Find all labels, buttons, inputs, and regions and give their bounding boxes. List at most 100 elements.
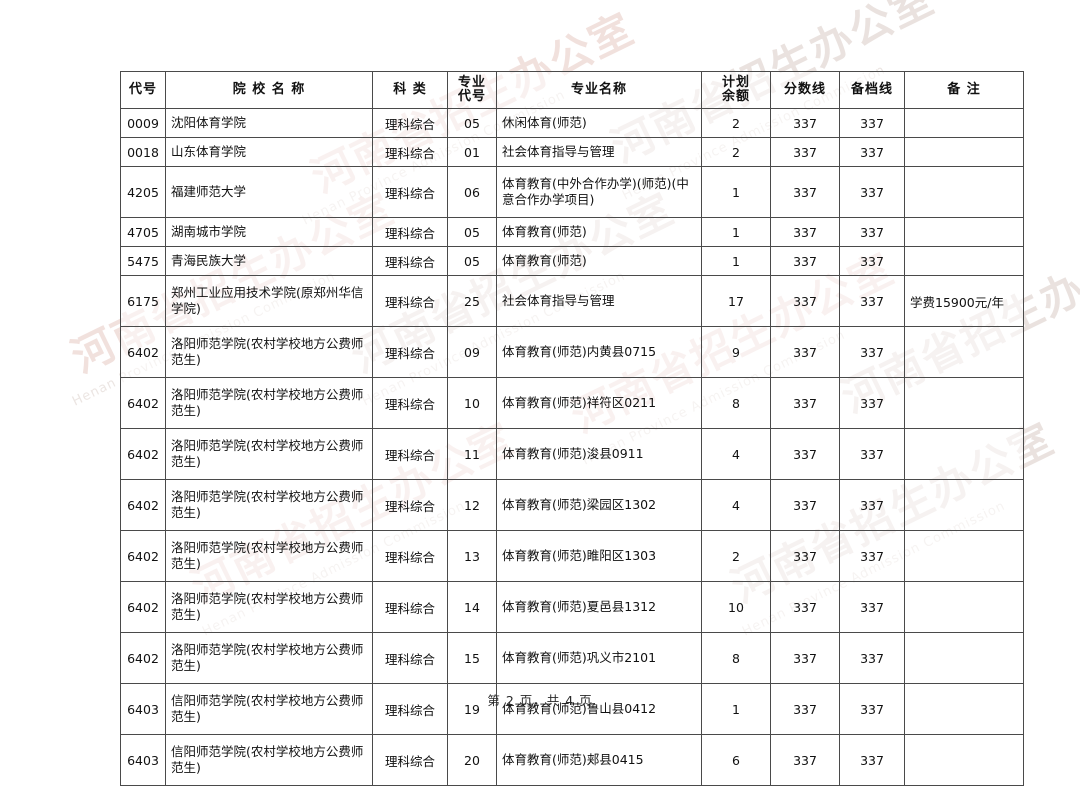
cell-quota: 2 (701, 108, 771, 138)
table-row[interactable]: 6402 洛阳师范学院(农村学校地方公费师范生) 理科综合 13 体育教育(师范)睢阳区… (120, 530, 1024, 582)
table-row[interactable]: 6175 郑州工业应用技术学院(原郑州华信学院) 理科综合 25 社会体育指导与管理 17… (120, 275, 1024, 327)
cell-school-name: 洛阳师范学院(农村学校地方公费师范生) (165, 428, 373, 480)
cell-category-text: 理科综合 (384, 116, 435, 132)
cell-school-name: 洛阳师范学院(农村学校地方公费师范生) (165, 632, 373, 684)
table-body: 0009 沈阳体育学院 理科综合 05 休闲体育(师范) 2 337 337 0018 山东体育学… (120, 108, 1024, 786)
cell-major-name: 体育教育(师范)郏县0415 (496, 734, 702, 786)
table-row[interactable]: 6402 洛阳师范学院(农村学校地方公费师范生) 理科综合 10 体育教育(师范)祥符区… (120, 377, 1024, 429)
cell-school-name-text: 洛阳师范学院(农村学校地方公费师范生) (171, 387, 364, 418)
column-header-score-line: 分数线 (770, 71, 840, 109)
cell-code: 0018 (120, 137, 166, 167)
cell-filing-line-text: 337 (860, 650, 884, 666)
cell-major-code: 06 (447, 166, 497, 218)
cell-score-line: 337 (770, 166, 840, 218)
table-row[interactable]: 4705 湖南城市学院 理科综合 05 体育教育(师范) 1 337 337 (120, 217, 1024, 247)
cell-school-name-text: 洛阳师范学院(农村学校地方公费师范生) (171, 642, 364, 673)
cell-filing-line-text: 337 (860, 144, 884, 160)
cell-score-line: 337 (770, 734, 840, 786)
cell-score-line: 337 (770, 137, 840, 167)
cell-quota: 17 (701, 275, 771, 327)
cell-major-name: 体育教育(师范) (496, 246, 702, 276)
cell-score-line: 337 (770, 246, 840, 276)
cell-quota-text: 1 (732, 253, 740, 269)
cell-category: 理科综合 (372, 137, 448, 167)
table-row[interactable]: 6403 信阳师范学院(农村学校地方公费师范生) 理科综合 20 体育教育(师范)郏县0… (120, 734, 1024, 786)
cell-filing-line: 337 (839, 137, 905, 167)
table-row[interactable]: 6402 洛阳师范学院(农村学校地方公费师范生) 理科综合 14 体育教育(师范)夏邑县… (120, 581, 1024, 633)
cell-major-code-text: 10 (464, 395, 480, 411)
cell-filing-line-text: 337 (860, 446, 884, 462)
table-row[interactable]: 6402 洛阳师范学院(农村学校地方公费师范生) 理科综合 09 体育教育(师范)内黄县… (120, 326, 1024, 378)
cell-school-name-text: 郑州工业应用技术学院(原郑州华信学院) (171, 285, 364, 316)
cell-score-line-text: 337 (793, 293, 817, 309)
cell-code: 6402 (120, 632, 166, 684)
cell-quota: 4 (701, 428, 771, 480)
cell-remark (904, 166, 1024, 218)
table-row[interactable]: 6403 信阳师范学院(农村学校地方公费师范生) 理科综合 19 体育教育(师范)鲁山县… (120, 683, 1024, 735)
column-header-major-code: 专业 代号 (447, 71, 497, 109)
cell-major-name: 体育教育(师范)夏邑县1312 (496, 581, 702, 633)
cell-major-code: 09 (447, 326, 497, 378)
cell-category-text: 理科综合 (384, 753, 435, 769)
cell-code: 6402 (120, 530, 166, 582)
cell-filing-line: 337 (839, 326, 905, 378)
cell-major-code-text: 06 (464, 184, 480, 200)
cell-code: 6403 (120, 734, 166, 786)
cell-quota: 2 (701, 530, 771, 582)
cell-score-line: 337 (770, 428, 840, 480)
cell-category-text: 理科综合 (384, 549, 435, 565)
cell-school-name-text: 湖南城市学院 (171, 224, 247, 239)
table-row[interactable]: 6402 洛阳师范学院(农村学校地方公费师范生) 理科综合 12 体育教育(师范)梁园区… (120, 479, 1024, 531)
cell-score-line-text: 337 (793, 599, 817, 615)
cell-major-name: 体育教育(师范)鲁山县0412 (496, 683, 702, 735)
cell-quota-text: 1 (732, 701, 740, 717)
cell-category: 理科综合 (372, 275, 448, 327)
cell-quota-text: 1 (732, 224, 740, 240)
cell-quota: 10 (701, 581, 771, 633)
cell-remark (904, 734, 1024, 786)
cell-school-name: 沈阳体育学院 (165, 108, 373, 138)
cell-major-name-text: 体育教育(师范)鲁山县0412 (502, 701, 657, 716)
cell-score-line-text: 337 (793, 548, 817, 564)
cell-remark (904, 326, 1024, 378)
cell-quota-text: 2 (732, 144, 740, 160)
cell-major-name: 体育教育(师范)梁园区1302 (496, 479, 702, 531)
cell-score-line: 337 (770, 632, 840, 684)
cell-filing-line: 337 (839, 246, 905, 276)
cell-remark (904, 217, 1024, 247)
cell-quota-text: 2 (732, 115, 740, 131)
cell-major-name: 体育教育(师范) (496, 217, 702, 247)
table-row[interactable]: 6402 洛阳师范学院(农村学校地方公费师范生) 理科综合 11 体育教育(师范)浚县0… (120, 428, 1024, 480)
cell-school-name-text: 福建师范大学 (171, 184, 247, 199)
cell-quota: 1 (701, 217, 771, 247)
cell-quota-text: 17 (728, 293, 744, 309)
cell-filing-line: 337 (839, 530, 905, 582)
cell-school-name: 洛阳师范学院(农村学校地方公费师范生) (165, 530, 373, 582)
cell-category-text: 理科综合 (384, 185, 435, 201)
cell-filing-line-text: 337 (860, 253, 884, 269)
cell-category-text: 理科综合 (384, 145, 435, 161)
column-header-major-name: 专业名称 (496, 71, 702, 109)
cell-category-text: 理科综合 (384, 651, 435, 667)
table-row[interactable]: 5475 青海民族大学 理科综合 05 体育教育(师范) 1 337 337 (120, 246, 1024, 276)
cell-major-name-text: 体育教育(师范) (502, 224, 587, 239)
cell-major-name-text: 体育教育(师范)巩义市2101 (502, 650, 657, 665)
cell-quota: 4 (701, 479, 771, 531)
cell-major-code-text: 13 (464, 548, 480, 564)
table-row[interactable]: 0009 沈阳体育学院 理科综合 05 休闲体育(师范) 2 337 337 (120, 108, 1024, 138)
cell-major-name-text: 体育教育(师范)梁园区1302 (502, 497, 657, 512)
cell-major-code: 19 (447, 683, 497, 735)
table-row[interactable]: 4205 福建师范大学 理科综合 06 体育教育(中外合作办学)(师范)(中意合作办学项… (120, 166, 1024, 218)
cell-quota-text: 2 (732, 548, 740, 564)
table-row[interactable]: 0018 山东体育学院 理科综合 01 社会体育指导与管理 2 337 337 (120, 137, 1024, 167)
cell-quota-text: 4 (732, 446, 740, 462)
cell-major-code: 05 (447, 246, 497, 276)
cell-category-text: 理科综合 (384, 396, 435, 412)
cell-score-line: 337 (770, 275, 840, 327)
cell-category: 理科综合 (372, 734, 448, 786)
cell-quota: 9 (701, 326, 771, 378)
cell-score-line-text: 337 (793, 115, 817, 131)
cell-filing-line: 337 (839, 275, 905, 327)
table-row[interactable]: 6402 洛阳师范学院(农村学校地方公费师范生) 理科综合 15 体育教育(师范)巩义市… (120, 632, 1024, 684)
cell-major-code-text: 25 (464, 293, 480, 309)
